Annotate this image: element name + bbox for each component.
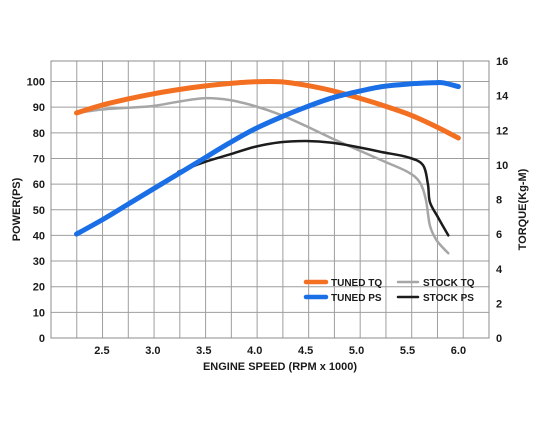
y-left-tick-label: 70 <box>33 153 45 165</box>
y-left-tick-label: 60 <box>33 179 45 191</box>
y-left-tick-label: 0 <box>39 333 45 345</box>
x-tick-label: 3.0 <box>145 345 160 357</box>
y-left-tick-label: 10 <box>33 307 45 319</box>
plot-border <box>50 60 490 339</box>
legend-label-tuned-ps: TUNED PS <box>331 293 382 304</box>
x-axis-title: ENGINE SPEED (RPM x 1000) <box>203 361 357 373</box>
y-right-tick-label: 14 <box>496 91 509 103</box>
y-right-tick-label: 10 <box>496 160 508 172</box>
y-left-tick-label: 80 <box>33 128 45 140</box>
series-line-stock-ps <box>177 139 450 237</box>
y-left-tick-label: 100 <box>27 77 45 89</box>
y-left-tick-label: 40 <box>33 230 45 242</box>
y-right-tick-label: 2 <box>496 298 502 310</box>
y-left-axis-title: POWER(PS) <box>11 177 23 241</box>
x-tick-label: 3.5 <box>196 345 211 357</box>
x-tick-label: 6.0 <box>451 345 466 357</box>
x-tick-label: 5.0 <box>349 345 364 357</box>
y-right-tick-label: 0 <box>496 333 502 345</box>
x-tick-label: 2.5 <box>94 345 109 357</box>
y-right-tick-labels: 0 2 4 6 8 10 12 14 16 <box>496 56 509 345</box>
series-line-stock-tq <box>75 96 450 255</box>
y-right-axis-title: TORQUE(Kg-M) <box>517 168 529 250</box>
y-left-tick-label: 20 <box>33 282 45 294</box>
y-right-tick-label: 8 <box>496 195 502 207</box>
legend: TUNED TQ TUNED PS STOCK TQ STOCK PS <box>303 278 475 304</box>
legend-label-stock-ps: STOCK PS <box>423 293 474 304</box>
y-right-tick-label: 4 <box>496 264 503 276</box>
series-layer <box>74 78 461 255</box>
series-line-tuned-ps <box>74 79 461 237</box>
x-tick-label: 4.0 <box>247 345 262 357</box>
x-tick-label: 5.5 <box>400 345 415 357</box>
x-tick-labels: 2.5 3.0 3.5 4.0 4.5 5.0 5.5 6.0 <box>94 345 466 357</box>
y-left-tick-label: 50 <box>33 205 45 217</box>
y-left-tick-label: 30 <box>33 256 45 268</box>
y-right-tick-label: 16 <box>496 56 508 68</box>
series-line-tuned-tq <box>74 78 461 141</box>
x-tick-label: 4.5 <box>298 345 313 357</box>
y-left-tick-labels: 0 10 20 30 40 50 60 70 80 90 100 <box>27 77 45 345</box>
y-left-tick-label: 90 <box>33 102 45 114</box>
legend-label-tuned-tq: TUNED TQ <box>331 278 382 289</box>
y-right-tick-label: 12 <box>496 125 508 137</box>
y-right-tick-label: 6 <box>496 229 502 241</box>
legend-label-stock-tq: STOCK TQ <box>423 278 475 289</box>
